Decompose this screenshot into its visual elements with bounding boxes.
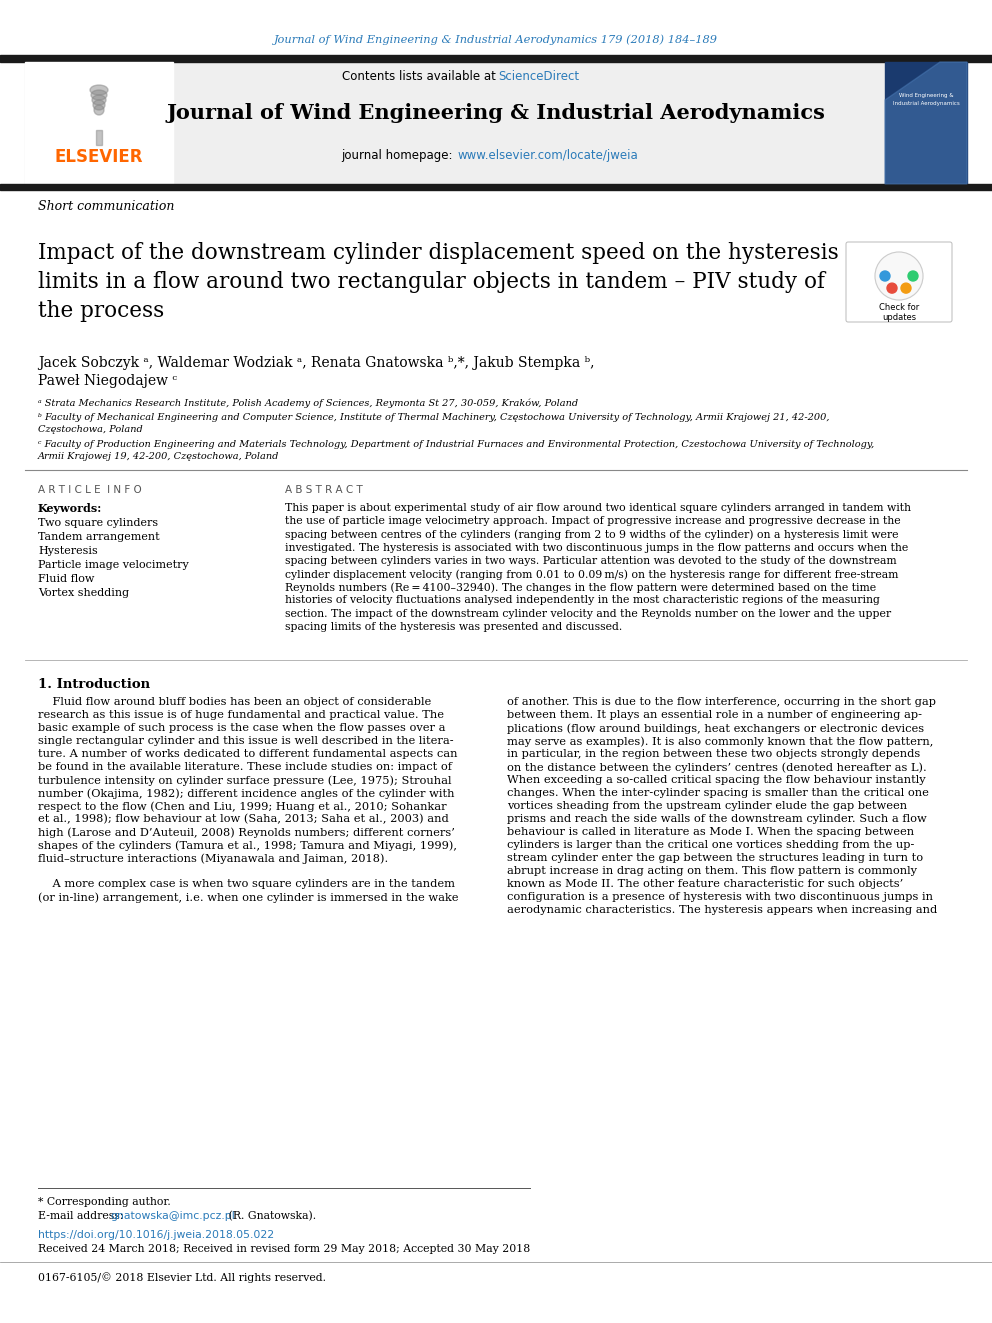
Text: in particular, in the region between these two objects strongly depends: in particular, in the region between the… <box>507 749 921 759</box>
Text: turbulence intensity on cylinder surface pressure (Lee, 1975); Strouhal: turbulence intensity on cylinder surface… <box>38 775 451 786</box>
Text: Fluid flow around bluff bodies has been an object of considerable: Fluid flow around bluff bodies has been … <box>38 697 432 706</box>
Text: of another. This is due to the flow interference, occurring in the short gap: of another. This is due to the flow inte… <box>507 697 936 706</box>
Text: et al., 1998); flow behaviour at low (Saha, 2013; Saha et al., 2003) and: et al., 1998); flow behaviour at low (Sa… <box>38 814 448 824</box>
Circle shape <box>901 283 911 294</box>
Ellipse shape <box>92 95 106 105</box>
Text: on the distance between the cylinders’ centres (denoted hereafter as L).: on the distance between the cylinders’ c… <box>507 762 927 773</box>
Text: vortices sheading from the upstream cylinder elude the gap between: vortices sheading from the upstream cyli… <box>507 800 907 811</box>
Text: Tandem arrangement: Tandem arrangement <box>38 532 160 542</box>
Text: When exceeding a so-called critical spacing the flow behaviour instantly: When exceeding a so-called critical spac… <box>507 775 926 785</box>
Ellipse shape <box>93 101 105 110</box>
Bar <box>25 62 885 184</box>
Text: Paweł Niegodajew ᶜ: Paweł Niegodajew ᶜ <box>38 374 178 388</box>
Circle shape <box>875 251 923 300</box>
Text: Industrial Aerodynamics: Industrial Aerodynamics <box>893 101 959 106</box>
Text: Journal of Wind Engineering & Industrial Aerodynamics: Journal of Wind Engineering & Industrial… <box>167 103 825 123</box>
Text: research as this issue is of huge fundamental and practical value. The: research as this issue is of huge fundam… <box>38 710 444 720</box>
Text: histories of velocity fluctuations analysed independently in the most characteri: histories of velocity fluctuations analy… <box>285 595 880 606</box>
Text: changes. When the inter-cylinder spacing is smaller than the critical one: changes. When the inter-cylinder spacing… <box>507 789 929 798</box>
Bar <box>96 130 102 146</box>
Text: be found in the available literature. These include studies on: impact of: be found in the available literature. Th… <box>38 762 452 773</box>
Text: ᶜ Faculty of Production Engineering and Materials Technology, Department of Indu: ᶜ Faculty of Production Engineering and … <box>38 441 874 448</box>
Text: www.elsevier.com/locate/jweia: www.elsevier.com/locate/jweia <box>458 148 639 161</box>
Text: abrupt increase in drag acting on them. This flow pattern is commonly: abrupt increase in drag acting on them. … <box>507 867 917 876</box>
Text: configuration is a presence of hysteresis with two discontinuous jumps in: configuration is a presence of hysteresi… <box>507 892 933 902</box>
Text: between them. It plays an essential role in a number of engineering ap-: between them. It plays an essential role… <box>507 710 922 720</box>
Text: shapes of the cylinders (Tamura et al., 1998; Tamura and Miyagi, 1999),: shapes of the cylinders (Tamura et al., … <box>38 840 457 851</box>
Text: basic example of such process is the case when the flow passes over a: basic example of such process is the cas… <box>38 722 445 733</box>
Text: Contents lists available at: Contents lists available at <box>342 70 496 83</box>
Text: single rectangular cylinder and this issue is well described in the litera-: single rectangular cylinder and this iss… <box>38 736 453 746</box>
Text: spacing limits of the hysteresis was presented and discussed.: spacing limits of the hysteresis was pre… <box>285 622 622 632</box>
Circle shape <box>908 271 918 280</box>
Text: Fluid flow: Fluid flow <box>38 574 94 583</box>
Text: Impact of the downstream cylinder displacement speed on the hysteresis
limits in: Impact of the downstream cylinder displa… <box>38 242 839 321</box>
Bar <box>0 184 992 191</box>
Text: Vortex shedding: Vortex shedding <box>38 587 129 598</box>
Text: spacing between cylinders varies in two ways. Particular attention was devoted t: spacing between cylinders varies in two … <box>285 556 897 566</box>
Text: high (Larose and D’Auteuil, 2008) Reynolds numbers; different corners’: high (Larose and D’Auteuil, 2008) Reynol… <box>38 827 455 837</box>
Text: * Corresponding author.: * Corresponding author. <box>38 1197 171 1207</box>
Text: updates: updates <box>882 312 916 321</box>
Ellipse shape <box>94 105 104 115</box>
Text: stream cylinder enter the gap between the structures leading in turn to: stream cylinder enter the gap between th… <box>507 853 924 863</box>
Text: Armii Krajowej 19, 42-200, Częstochowa, Poland: Armii Krajowej 19, 42-200, Częstochowa, … <box>38 452 280 460</box>
Text: cylinder displacement velocity (ranging from 0.01 to 0.09 m/s) on the hysteresis: cylinder displacement velocity (ranging … <box>285 569 899 579</box>
Text: Two square cylinders: Two square cylinders <box>38 519 158 528</box>
Text: Keywords:: Keywords: <box>38 503 102 515</box>
Text: A R T I C L E  I N F O: A R T I C L E I N F O <box>38 486 142 495</box>
Text: behaviour is called in literature as Mode I. When the spacing between: behaviour is called in literature as Mod… <box>507 827 914 837</box>
Text: section. The impact of the downstream cylinder velocity and the Reynolds number : section. The impact of the downstream cy… <box>285 609 891 619</box>
Text: fluid–structure interactions (Miyanawala and Jaiman, 2018).: fluid–structure interactions (Miyanawala… <box>38 853 388 864</box>
Ellipse shape <box>90 85 108 95</box>
Text: https://doi.org/10.1016/j.jweia.2018.05.022: https://doi.org/10.1016/j.jweia.2018.05.… <box>38 1230 274 1240</box>
Text: 1. Introduction: 1. Introduction <box>38 677 150 691</box>
Circle shape <box>880 271 890 280</box>
Bar <box>885 62 967 184</box>
Text: (or in-line) arrangement, i.e. when one cylinder is immersed in the wake: (or in-line) arrangement, i.e. when one … <box>38 892 458 902</box>
Text: Particle image velocimetry: Particle image velocimetry <box>38 560 188 570</box>
Text: E-mail address:: E-mail address: <box>38 1211 127 1221</box>
Text: ScienceDirect: ScienceDirect <box>498 70 579 83</box>
Bar <box>25 62 173 184</box>
Text: ture. A number of works dedicated to different fundamental aspects can: ture. A number of works dedicated to dif… <box>38 749 457 759</box>
Text: A more complex case is when two square cylinders are in the tandem: A more complex case is when two square c… <box>38 878 455 889</box>
Text: Journal of Wind Engineering & Industrial Aerodynamics 179 (2018) 184–189: Journal of Wind Engineering & Industrial… <box>274 34 718 45</box>
Text: ELSEVIER: ELSEVIER <box>55 148 143 165</box>
Text: Short communication: Short communication <box>38 200 175 213</box>
Text: Wind Engineering &: Wind Engineering & <box>899 93 953 98</box>
Text: Check for: Check for <box>879 303 920 312</box>
Text: A B S T R A C T: A B S T R A C T <box>285 486 363 495</box>
Bar <box>0 56 992 62</box>
Text: plications (flow around buildings, heat exchangers or electronic devices: plications (flow around buildings, heat … <box>507 722 925 733</box>
Text: Reynolds numbers (Re = 4100–32940). The changes in the flow pattern were determi: Reynolds numbers (Re = 4100–32940). The … <box>285 582 876 593</box>
Text: spacing between centres of the cylinders (ranging from 2 to 9 widths of the cyli: spacing between centres of the cylinders… <box>285 529 899 540</box>
Text: aerodynamic characteristics. The hysteresis appears when increasing and: aerodynamic characteristics. The hystere… <box>507 905 937 916</box>
Text: known as Mode II. The other feature characteristic for such objects’: known as Mode II. The other feature char… <box>507 878 904 889</box>
Polygon shape <box>885 62 967 184</box>
Text: (R. Gnatowska).: (R. Gnatowska). <box>225 1211 316 1221</box>
Ellipse shape <box>91 90 107 101</box>
Text: 0167-6105/© 2018 Elsevier Ltd. All rights reserved.: 0167-6105/© 2018 Elsevier Ltd. All right… <box>38 1271 326 1283</box>
Text: ᵇ Faculty of Mechanical Engineering and Computer Science, Institute of Thermal M: ᵇ Faculty of Mechanical Engineering and … <box>38 413 829 422</box>
Text: number (Okajima, 1982); different incidence angles of the cylinder with: number (Okajima, 1982); different incide… <box>38 789 454 799</box>
FancyBboxPatch shape <box>846 242 952 321</box>
Text: may serve as examples). It is also commonly known that the flow pattern,: may serve as examples). It is also commo… <box>507 736 933 746</box>
Text: Hysteresis: Hysteresis <box>38 546 98 556</box>
Text: the use of particle image velocimetry approach. Impact of progressive increase a: the use of particle image velocimetry ap… <box>285 516 901 527</box>
Text: This paper is about experimental study of air flow around two identical square c: This paper is about experimental study o… <box>285 503 911 513</box>
Text: Jacek Sobczyk ᵃ, Waldemar Wodziak ᵃ, Renata Gnatowska ᵇ,*, Jakub Stempka ᵇ,: Jacek Sobczyk ᵃ, Waldemar Wodziak ᵃ, Ren… <box>38 356 594 370</box>
Text: investigated. The hysteresis is associated with two discontinuous jumps in the f: investigated. The hysteresis is associat… <box>285 542 909 553</box>
Text: cylinders is larger than the critical one vortices shedding from the up-: cylinders is larger than the critical on… <box>507 840 915 849</box>
Text: prisms and reach the side walls of the downstream cylinder. Such a flow: prisms and reach the side walls of the d… <box>507 814 927 824</box>
Text: gnatowska@imc.pcz.pl: gnatowska@imc.pcz.pl <box>110 1211 235 1221</box>
Circle shape <box>887 283 897 294</box>
Text: ᵃ Strata Mechanics Research Institute, Polish Academy of Sciences, Reymonta St 2: ᵃ Strata Mechanics Research Institute, P… <box>38 398 578 407</box>
Text: journal homepage:: journal homepage: <box>340 148 456 161</box>
Text: respect to the flow (Chen and Liu, 1999; Huang et al., 2010; Sohankar: respect to the flow (Chen and Liu, 1999;… <box>38 800 446 811</box>
Text: Received 24 March 2018; Received in revised form 29 May 2018; Accepted 30 May 20: Received 24 March 2018; Received in revi… <box>38 1244 531 1254</box>
Text: Częstochowa, Poland: Częstochowa, Poland <box>38 425 143 434</box>
